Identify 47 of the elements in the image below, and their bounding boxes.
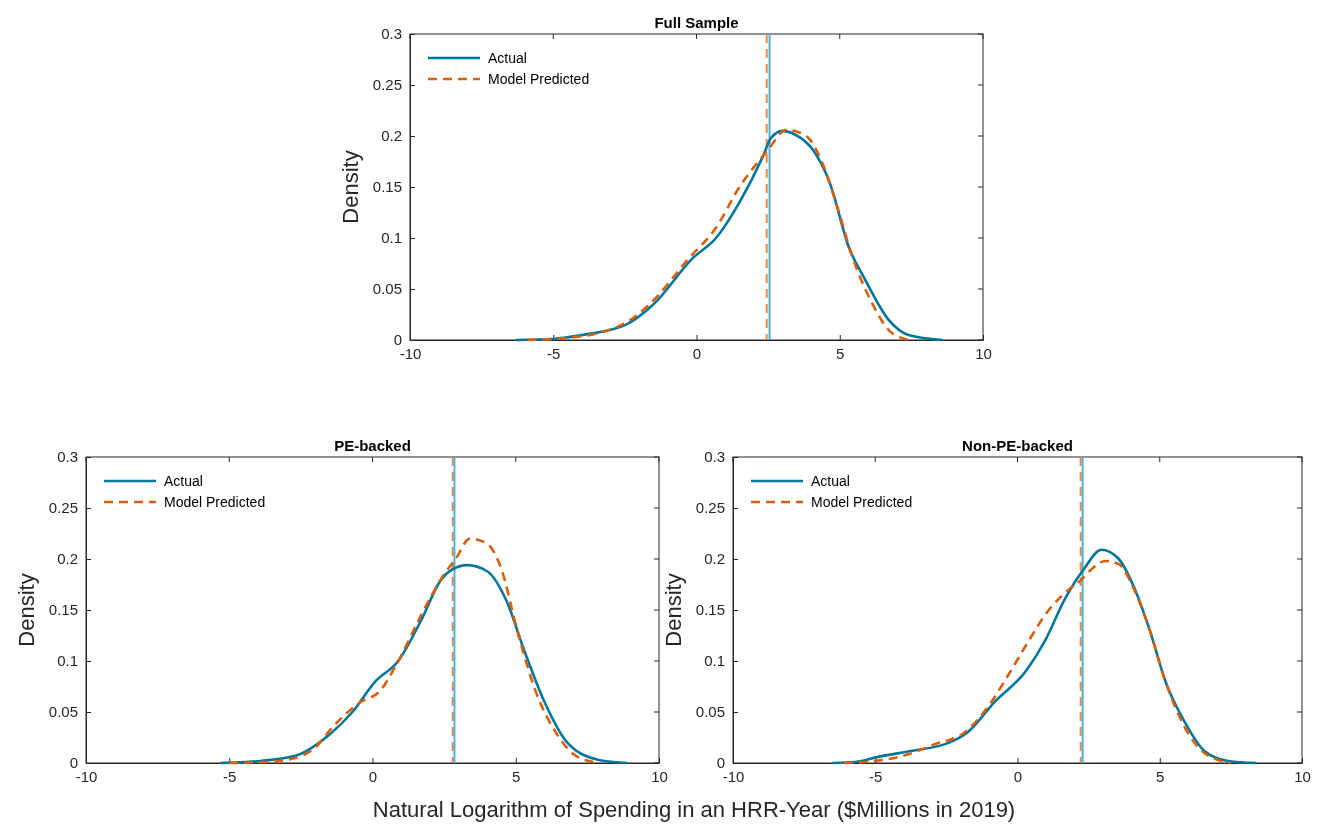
- chart-title: Non-PE-backed: [962, 437, 1073, 454]
- legend-label: Actual: [811, 473, 850, 489]
- x-tick-label: 10: [975, 344, 992, 362]
- x-tick-label: -10: [399, 344, 422, 362]
- y-tick-label: 0.1: [57, 652, 78, 670]
- x-tick-label: -10: [722, 767, 745, 785]
- chart-title: PE-backed: [334, 437, 411, 454]
- y-tick-label: 0.3: [704, 448, 725, 466]
- x-tick-label: 10: [651, 767, 668, 785]
- y-tick-label: 0.3: [57, 448, 78, 466]
- y-axis-title: Density: [661, 573, 686, 647]
- y-tick-label: 0.15: [695, 601, 725, 619]
- x-tick-label: -5: [869, 767, 883, 785]
- legend-label: Model Predicted: [164, 494, 266, 510]
- y-tick-label: 0.1: [704, 652, 725, 670]
- y-tick-label: 0: [716, 754, 725, 772]
- x-axis-title: Natural Logarithm of Spending in an HRR-Year ($Millions in 2019): [372, 797, 1016, 822]
- chart-title: Full Sample: [654, 14, 739, 31]
- y-tick-label: 0.2: [704, 550, 725, 568]
- y-tick-label: 0.05: [695, 703, 725, 721]
- y-tick-label: 0.25: [48, 499, 78, 517]
- y-axis-title: Density: [338, 150, 363, 224]
- y-tick-label: 0: [393, 331, 402, 349]
- legend-label: Model Predicted: [488, 71, 590, 87]
- y-tick-label: 0.15: [372, 178, 402, 196]
- x-tick-label: 10: [1294, 767, 1311, 785]
- y-tick-label: 0.05: [48, 703, 78, 721]
- y-tick-label: 0.3: [381, 25, 402, 43]
- y-tick-label: 0.25: [695, 499, 725, 517]
- y-tick-label: 0.05: [372, 280, 402, 298]
- x-tick-label: 5: [836, 344, 845, 362]
- y-tick-label: 0: [69, 754, 78, 772]
- x-tick-label: 0: [1013, 767, 1023, 785]
- y-tick-label: 0.15: [48, 601, 78, 619]
- legend-label: Actual: [164, 473, 203, 489]
- y-tick-label: 0.2: [381, 127, 402, 145]
- x-tick-label: -5: [223, 767, 237, 785]
- legend-label: Actual: [488, 50, 527, 66]
- legend-label: Model Predicted: [811, 494, 913, 510]
- y-axis-title: Density: [14, 573, 39, 647]
- x-tick-label: -5: [547, 344, 561, 362]
- y-tick-label: 0.2: [57, 550, 78, 568]
- x-tick-label: 5: [512, 767, 521, 785]
- x-tick-label: 5: [1156, 767, 1165, 785]
- y-tick-label: 0.25: [372, 76, 402, 94]
- y-tick-label: 0.1: [381, 229, 402, 247]
- x-tick-label: -10: [75, 767, 98, 785]
